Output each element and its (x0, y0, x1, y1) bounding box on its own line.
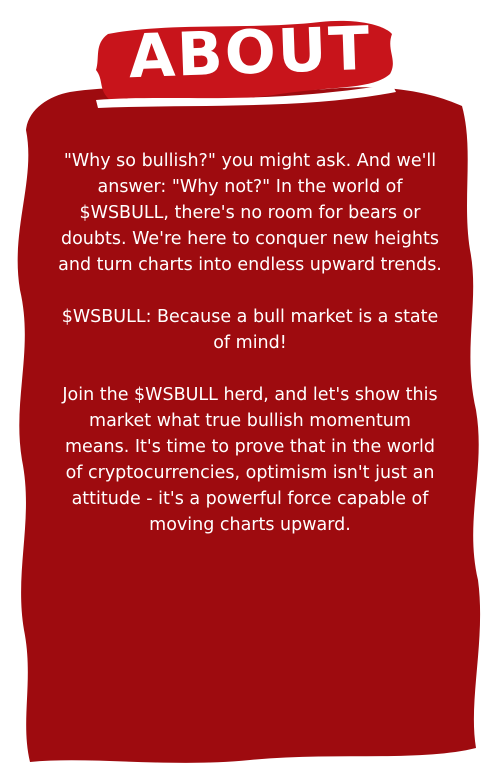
title-banner-shape (96, 20, 393, 101)
paragraph-call-to-action: Join the $WSBULL herd, and let's show th… (62, 385, 438, 535)
paragraph-intro: "Why so bullish?" you might ask. And we'… (58, 151, 442, 275)
about-text: "Why so bullish?" you might ask. And we'… (55, 148, 445, 564)
banner-gap-shape (96, 84, 396, 108)
page-title: ABOUT (127, 13, 373, 93)
paragraph-tagline: $WSBULL: Because a bull market is a stat… (61, 307, 439, 353)
red-panel-shape (17, 87, 481, 763)
